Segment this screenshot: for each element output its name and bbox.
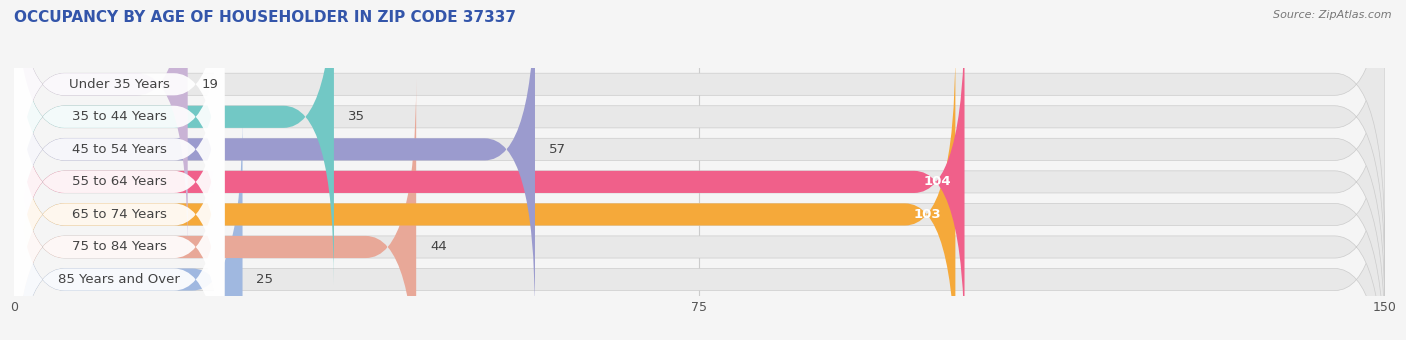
FancyBboxPatch shape xyxy=(14,79,225,340)
Text: 44: 44 xyxy=(430,240,447,254)
FancyBboxPatch shape xyxy=(14,0,1385,252)
Text: 35: 35 xyxy=(347,110,364,123)
FancyBboxPatch shape xyxy=(14,47,1385,340)
FancyBboxPatch shape xyxy=(14,14,965,340)
FancyBboxPatch shape xyxy=(14,47,225,340)
FancyBboxPatch shape xyxy=(14,112,243,340)
Text: Source: ZipAtlas.com: Source: ZipAtlas.com xyxy=(1274,10,1392,20)
FancyBboxPatch shape xyxy=(14,112,1385,340)
Text: 103: 103 xyxy=(914,208,942,221)
FancyBboxPatch shape xyxy=(14,79,1385,340)
FancyBboxPatch shape xyxy=(14,0,225,317)
Text: 35 to 44 Years: 35 to 44 Years xyxy=(72,110,166,123)
Text: 19: 19 xyxy=(201,78,218,91)
Text: OCCUPANCY BY AGE OF HOUSEHOLDER IN ZIP CODE 37337: OCCUPANCY BY AGE OF HOUSEHOLDER IN ZIP C… xyxy=(14,10,516,25)
FancyBboxPatch shape xyxy=(14,0,1385,317)
Text: 25: 25 xyxy=(256,273,273,286)
Text: 104: 104 xyxy=(924,175,950,188)
Text: 55 to 64 Years: 55 to 64 Years xyxy=(72,175,166,188)
FancyBboxPatch shape xyxy=(14,14,225,340)
FancyBboxPatch shape xyxy=(14,79,416,340)
FancyBboxPatch shape xyxy=(14,0,1385,285)
Text: 85 Years and Over: 85 Years and Over xyxy=(58,273,180,286)
FancyBboxPatch shape xyxy=(14,0,188,252)
FancyBboxPatch shape xyxy=(14,47,956,340)
FancyBboxPatch shape xyxy=(14,0,225,252)
Text: 65 to 74 Years: 65 to 74 Years xyxy=(72,208,166,221)
Text: 75 to 84 Years: 75 to 84 Years xyxy=(72,240,166,254)
FancyBboxPatch shape xyxy=(14,0,225,285)
Text: Under 35 Years: Under 35 Years xyxy=(69,78,170,91)
FancyBboxPatch shape xyxy=(14,14,1385,340)
FancyBboxPatch shape xyxy=(14,0,335,285)
Text: 45 to 54 Years: 45 to 54 Years xyxy=(72,143,166,156)
FancyBboxPatch shape xyxy=(14,0,536,317)
Text: 57: 57 xyxy=(548,143,565,156)
FancyBboxPatch shape xyxy=(14,112,225,340)
